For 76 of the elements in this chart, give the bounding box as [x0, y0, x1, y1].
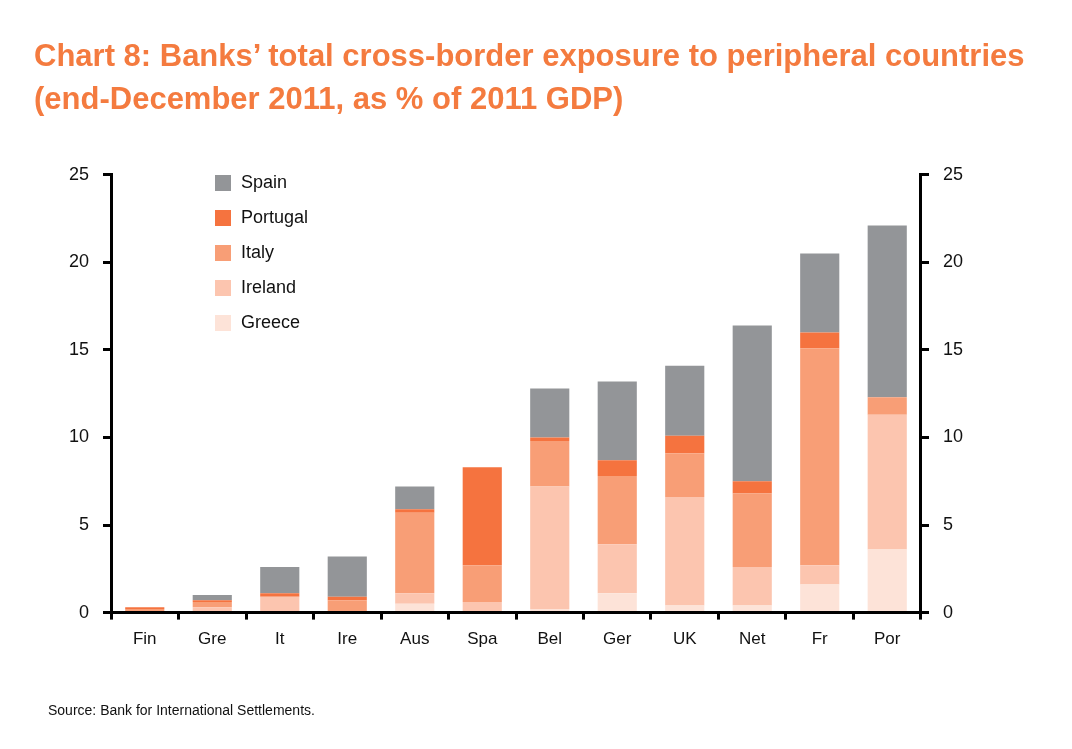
bar: [800, 565, 840, 585]
bar: [800, 332, 840, 349]
bar: [665, 497, 705, 606]
bar: [597, 381, 637, 461]
bar: [665, 365, 705, 436]
legend-label: Italy: [241, 242, 275, 263]
bar: [732, 567, 772, 606]
chart-title: Chart 8: Banks’ total cross-border exposure to peripheral countries (end-December 2011, as % of 2011 GDP): [34, 37, 1026, 119]
x-tick-label: Gre: [198, 629, 227, 649]
x-tick-label: Fin: [132, 629, 157, 649]
y2-tick-label: 10: [942, 426, 964, 447]
x-tick-label: Aus: [400, 629, 430, 649]
legend-label: Greece: [241, 312, 301, 333]
y-tick-label: 5: [79, 514, 90, 535]
bar: [597, 460, 637, 477]
y-tick-label: 0: [79, 601, 90, 622]
bar: [327, 556, 367, 597]
y-tick-label: 15: [68, 338, 90, 359]
bar: [530, 437, 570, 441]
x-tick-label: Ire: [337, 629, 358, 649]
bar: [867, 414, 907, 550]
x-tick-label: Por: [874, 629, 901, 649]
bar: [597, 593, 637, 612]
y2-tick-label: 20: [942, 251, 964, 272]
bar: [867, 549, 907, 612]
bar: [192, 607, 232, 612]
bar: [192, 595, 232, 601]
bar: [597, 476, 637, 545]
y2-tick-label: 25: [942, 163, 964, 184]
x-tick-label: Ger: [603, 629, 632, 649]
x-tick-label: Net: [739, 629, 766, 649]
bar: [260, 567, 300, 594]
bar: [530, 486, 570, 610]
x-tick-label: It: [275, 629, 285, 649]
bar: [867, 225, 907, 398]
x-tick-label: Spa: [467, 629, 498, 649]
bar: [530, 440, 570, 487]
bar: [530, 609, 570, 612]
bar: [732, 481, 772, 494]
bar: [327, 600, 367, 612]
y-tick-label: 25: [68, 163, 90, 184]
source-note: Source: Bank for International Settlements.: [48, 702, 315, 718]
bar: [395, 603, 435, 612]
legend-label: Ireland: [241, 277, 297, 298]
bar: [462, 565, 502, 603]
y2-tick-label: 5: [942, 514, 953, 535]
x-tick-label: Bel: [537, 629, 563, 649]
bar: [800, 348, 840, 566]
x-tick-label: UK: [672, 629, 698, 649]
y2-tick-label: 0: [942, 601, 953, 622]
bar: [732, 493, 772, 568]
bar: [395, 509, 435, 513]
y-tick-label: 10: [68, 426, 90, 447]
bar: [462, 602, 502, 612]
bar: [732, 325, 772, 482]
bar: [395, 593, 435, 604]
bar: [530, 388, 570, 438]
bar: [665, 453, 705, 498]
bar: [395, 486, 435, 510]
bar: [395, 512, 435, 594]
y2-tick-label: 15: [942, 338, 964, 359]
bar: [800, 584, 840, 612]
bar: [867, 397, 907, 415]
y-tick-label: 20: [68, 251, 90, 272]
bar: [800, 253, 840, 333]
legend-label: Spain: [241, 172, 288, 193]
bar: [665, 435, 705, 454]
bar: [260, 596, 300, 612]
x-tick-label: Fr: [811, 629, 829, 649]
bar: [732, 605, 772, 612]
bar: [192, 602, 232, 608]
legend-label: Portugal: [241, 207, 309, 228]
bar: [260, 593, 300, 597]
bar: [462, 467, 502, 566]
bar: [597, 544, 637, 594]
bar: [665, 605, 705, 612]
